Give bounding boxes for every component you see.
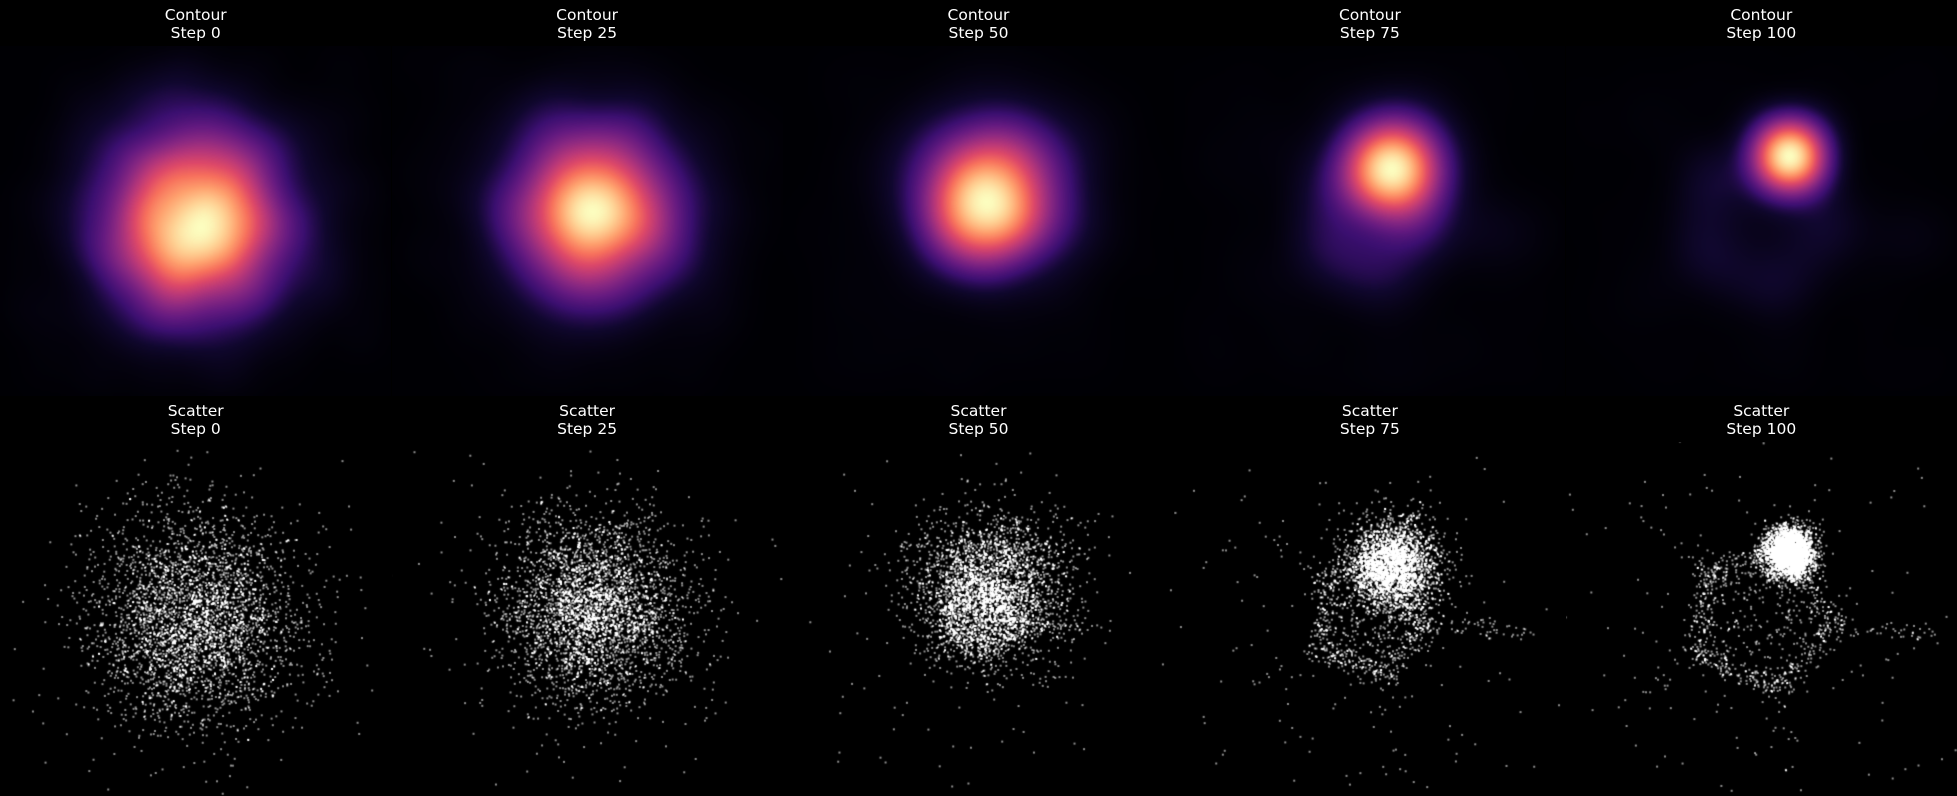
panel-title-step: Step 0 (170, 420, 221, 438)
panel-title-row: Contour (164, 6, 227, 24)
panel-title-step: Step 25 (557, 24, 618, 42)
panel-title-row: Scatter (1733, 402, 1790, 420)
panel-title: Scatter Step 25 (557, 402, 617, 442)
panel-title-step: Step 75 (1339, 24, 1400, 42)
panel-title: Contour Step 50 (948, 6, 1010, 46)
contour-density-step-100-canvas (1565, 46, 1957, 396)
panel-scatter-step-25: Scatter Step 25 (391, 396, 783, 796)
panel-title: Contour Step 25 (556, 6, 618, 46)
panel-contour-step-50: Contour Step 50 (782, 0, 1174, 396)
panel-title-row: Contour (556, 6, 619, 24)
panel-scatter-step-75: Scatter Step 75 (1174, 396, 1566, 796)
panel-title-step: Step 0 (170, 24, 221, 42)
panel-title-row: Contour (1730, 6, 1793, 24)
panel-contour-step-100: Contour Step 100 (1565, 0, 1957, 396)
contour-density-step-75-canvas (1174, 46, 1566, 396)
contour-density-step-0-canvas (0, 46, 392, 396)
panel-title-row: Scatter (1341, 402, 1398, 420)
panel-title-row: Scatter (167, 402, 224, 420)
contour-density-step-50-canvas (782, 46, 1174, 396)
panel-title-step: Step 25 (557, 420, 618, 438)
scatter-plot-step-0-canvas (0, 442, 392, 796)
panel-title-row: Scatter (559, 402, 616, 420)
panel-contour-step-75: Contour Step 75 (1174, 0, 1566, 396)
panel-title-row: Contour (947, 6, 1010, 24)
panel-contour-step-0: Contour Step 0 (0, 0, 392, 396)
panel-title-step: Step 50 (948, 24, 1009, 42)
panel-title: Scatter Step 0 (168, 402, 224, 442)
panel-title-step: Step 100 (1726, 420, 1797, 438)
panel-title: Scatter Step 50 (949, 402, 1009, 442)
panel-title: Contour Step 0 (165, 6, 227, 46)
scatter-plot-step-100-canvas (1565, 442, 1957, 796)
panel-title: Scatter Step 75 (1340, 402, 1400, 442)
panel-title-row: Scatter (950, 402, 1007, 420)
panel-title: Contour Step 100 (1726, 6, 1796, 46)
panel-title-step: Step 50 (948, 420, 1009, 438)
scatter-plot-step-75-canvas (1174, 442, 1566, 796)
panel-title-step: Step 75 (1339, 420, 1400, 438)
scatter-plot-step-50-canvas (782, 442, 1174, 796)
panel-contour-step-25: Contour Step 25 (391, 0, 783, 396)
panel-scatter-step-50: Scatter Step 50 (782, 396, 1174, 796)
panel-scatter-step-100: Scatter Step 100 (1565, 396, 1957, 796)
contour-density-step-25-canvas (391, 46, 783, 396)
scatter-plot-step-25-canvas (391, 442, 783, 796)
panel-title: Scatter Step 100 (1726, 402, 1796, 442)
panel-title-row: Contour (1338, 6, 1401, 24)
panel-title: Contour Step 75 (1339, 6, 1401, 46)
panel-scatter-step-0: Scatter Step 0 (0, 396, 392, 796)
panel-title-step: Step 100 (1726, 24, 1797, 42)
